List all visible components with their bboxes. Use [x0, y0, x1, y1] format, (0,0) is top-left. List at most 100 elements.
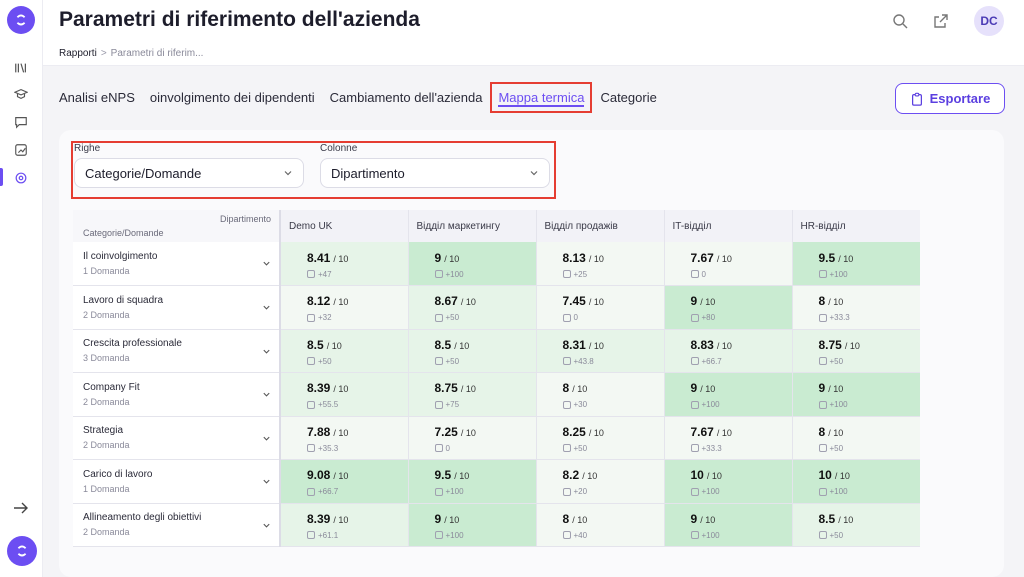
search-icon[interactable]: [890, 11, 910, 31]
heatmap-cell: 8/ 10 +40: [536, 503, 665, 547]
cell-scale: / 10: [460, 297, 476, 308]
breadcrumb-root[interactable]: Rapporti: [59, 48, 97, 59]
cell-delta: +33.3: [701, 443, 722, 453]
chevron-down-icon[interactable]: [262, 303, 271, 312]
user-avatar[interactable]: DC: [974, 6, 1004, 36]
heatmap-cell: 8.5/ 10 +50: [280, 329, 409, 373]
row-header[interactable]: Il coinvolgimento 1 Domanda: [73, 242, 281, 286]
cell-delta: +100: [829, 269, 848, 279]
chevron-down-icon[interactable]: [262, 434, 271, 443]
cell-delta: +61.1: [318, 530, 339, 540]
heatmap-cell: 8.83/ 10 +66.7: [664, 329, 793, 373]
cell-scale: / 10: [838, 253, 854, 264]
cell-score: 7.67: [690, 424, 714, 439]
cell-score: 9: [690, 511, 698, 526]
workspace-avatar[interactable]: [7, 536, 37, 566]
face-icon: [818, 313, 827, 322]
chevron-down-icon[interactable]: [262, 347, 271, 356]
breadcrumb-separator: >: [100, 48, 107, 59]
face-icon: [690, 487, 699, 496]
cell-delta: +66.7: [318, 487, 339, 497]
cell-scale: / 10: [326, 340, 342, 351]
table-row: Lavoro di squadra 2 Domanda 8.12/ 10 +32 8.6…: [73, 285, 920, 330]
cell-scale: / 10: [838, 514, 854, 525]
face-icon: [434, 531, 443, 540]
tab-categories[interactable]: Categorie: [600, 90, 657, 105]
active-indicator: [0, 168, 3, 186]
heatmap-cell: 9/ 10 +100: [664, 503, 793, 547]
chat-icon[interactable]: [11, 112, 31, 132]
cell-scale: / 10: [588, 340, 604, 351]
cell-score: 7.88: [307, 424, 331, 439]
cell-score: 7.25: [434, 424, 458, 439]
heatmap-cell: 10/ 10 +100: [664, 459, 793, 504]
row-header[interactable]: Company Fit 2 Domanda: [73, 372, 281, 417]
tab-heatmap[interactable]: Mappa termica: [490, 82, 593, 113]
face-icon: [818, 487, 827, 496]
cell-score: 10: [818, 468, 832, 483]
cell-scale: / 10: [828, 427, 844, 438]
column-header: Відділ продажів: [536, 210, 665, 242]
cell-scale: / 10: [333, 384, 349, 395]
heatmap-cell: 8.5/ 10 +50: [408, 329, 537, 373]
settings-icon[interactable]: [11, 168, 31, 188]
app-logo[interactable]: [7, 6, 35, 34]
chevron-down-icon: [284, 171, 292, 176]
cell-delta: +100: [445, 530, 464, 540]
external-link-icon[interactable]: [931, 11, 951, 31]
face-icon: [690, 313, 699, 322]
cell-delta: +100: [701, 530, 720, 540]
row-header[interactable]: Allineamento degli obiettivi 2 Domanda: [73, 503, 281, 547]
chevron-down-icon[interactable]: [262, 477, 271, 486]
cell-score: 9: [434, 511, 442, 526]
analytics-icon[interactable]: [11, 140, 31, 160]
columns-select[interactable]: Dipartimento: [320, 158, 550, 188]
rows-select-value: Categorie/Domande: [85, 165, 202, 181]
tab-enps[interactable]: Analisi eNPS: [59, 90, 135, 105]
chevron-down-icon[interactable]: [262, 259, 271, 268]
heatmap-cell: 8/ 10 +30: [536, 372, 665, 417]
cell-delta: +43.8: [573, 356, 594, 366]
graduation-icon[interactable]: [11, 84, 31, 104]
face-icon: [307, 400, 315, 409]
expand-sidebar-icon[interactable]: [12, 500, 30, 516]
export-button[interactable]: Esportare: [895, 83, 1005, 114]
page-title: Parametri di riferimento dell'azienda: [59, 8, 420, 31]
cell-score: 8: [818, 294, 826, 309]
library-icon[interactable]: [11, 58, 31, 78]
cell-delta: +100: [445, 487, 464, 497]
heatmap-cell: 8.67/ 10 +50: [408, 285, 537, 330]
heatmap-table-wrap: Dipartimento Categorie/Domande Demo UK В…: [73, 210, 920, 577]
cell-scale: / 10: [333, 471, 349, 482]
columns-select-value: Dipartimento: [331, 165, 405, 181]
cell-score: 7.45: [562, 294, 586, 309]
heatmap-cell: 8.41/ 10 +47: [280, 242, 409, 286]
row-header[interactable]: Crescita professionale 3 Domanda: [73, 329, 281, 373]
face-icon: [690, 444, 699, 453]
face-icon: [434, 487, 443, 496]
face-icon: [818, 357, 827, 366]
cell-scale: / 10: [454, 340, 470, 351]
row-title: Strategia: [83, 425, 124, 437]
rows-select[interactable]: Categorie/Domande: [74, 158, 304, 188]
row-header[interactable]: Strategia 2 Domanda: [73, 416, 281, 460]
row-header[interactable]: Carico di lavoro 1 Domanda: [73, 459, 281, 504]
chevron-down-icon[interactable]: [262, 521, 271, 530]
cell-score: 8.31: [562, 337, 586, 352]
face-icon: [818, 444, 827, 453]
row-header[interactable]: Lavoro di squadra 2 Domanda: [73, 285, 281, 330]
cell-delta: +50: [445, 313, 460, 323]
tab-company-change[interactable]: Cambiamento dell'azienda: [329, 90, 483, 105]
face-icon: [434, 400, 443, 409]
cell-scale: / 10: [834, 471, 850, 482]
face-icon: [434, 270, 443, 278]
row-title: Company Fit: [83, 381, 140, 393]
cell-scale: / 10: [333, 427, 349, 438]
cell-scale: / 10: [588, 253, 604, 264]
cell-delta: 0: [573, 313, 578, 323]
column-header: Demo UK: [280, 210, 409, 242]
cell-score: 9.08: [307, 468, 331, 483]
chevron-down-icon[interactable]: [262, 390, 271, 399]
tab-engagement[interactable]: oinvolgimento dei dipendenti: [149, 90, 315, 105]
table-row: Crescita professionale 3 Domanda 8.5/ 10 +5…: [73, 329, 920, 373]
